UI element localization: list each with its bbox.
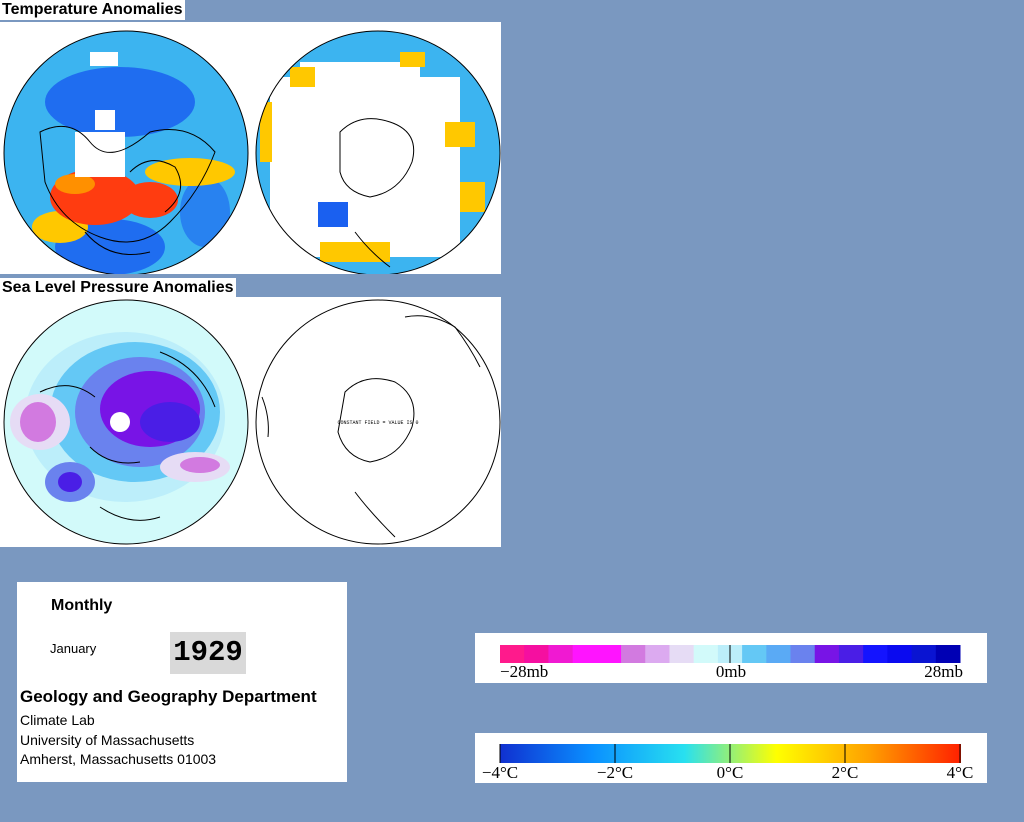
temperature-legend-label: 2°C (832, 763, 859, 782)
info-box: Monthly January 1929 Geology and Geograp… (17, 582, 347, 782)
lab-name: Climate Lab (20, 712, 95, 728)
temperature-legend: −4°C −2°C 0°C 2°C 4°C (475, 733, 987, 783)
pressure-title: Sea Level Pressure Anomalies (0, 278, 236, 298)
temperature-south-hemisphere-map (256, 31, 500, 274)
pressure-legend-swatch (911, 645, 937, 663)
pressure-legend-swatch (863, 645, 888, 663)
pressure-legend-swatch (693, 645, 719, 663)
temperature-legend-label: −2°C (597, 763, 633, 782)
pressure-legend-swatch (766, 645, 792, 663)
address-line: Amherst, Massachusetts 01003 (20, 751, 217, 767)
temperature-map-panel (0, 22, 501, 274)
pressure-map-panel: CONSTANT FIELD = VALUE IS 0 (0, 297, 501, 547)
temperature-legend-label: −4°C (482, 763, 518, 782)
pressure-legend: −28mb 0mb 28mb (475, 633, 987, 683)
temperature-legend-label: 4°C (947, 763, 974, 782)
period-label: Monthly (51, 597, 113, 614)
temperature-legend-label: 0°C (717, 763, 744, 782)
pressure-legend-swatch (669, 645, 695, 663)
pressure-legend-swatch (596, 645, 622, 663)
pressure-south-hemisphere-map: CONSTANT FIELD = VALUE IS 0 (255, 299, 501, 545)
temperature-title: Temperature Anomalies (0, 0, 185, 20)
year-display: 1929 (170, 632, 246, 674)
pressure-legend-swatch (572, 645, 598, 663)
pressure-legend-min-label: −28mb (500, 662, 548, 681)
pressure-legend-swatch (500, 645, 525, 663)
pressure-north-hemisphere-map (4, 300, 248, 544)
pressure-legend-swatch (935, 645, 961, 663)
temperature-north-hemisphere-map (4, 31, 248, 274)
pressure-legend-swatch (524, 645, 549, 663)
pressure-legend-swatch (548, 645, 574, 663)
pressure-legend-swatch (814, 645, 840, 663)
pressure-legend-swatch (742, 645, 767, 663)
pressure-legend-swatch (887, 645, 913, 663)
month-label: January (50, 641, 97, 656)
pressure-legend-swatch (621, 645, 646, 663)
university-name: University of Massachusetts (20, 732, 195, 748)
department-name: Geology and Geography Department (20, 687, 317, 706)
pressure-legend-swatch (790, 645, 816, 663)
pressure-legend-zero-label: 0mb (716, 662, 746, 681)
pressure-legend-swatch (838, 645, 864, 663)
pressure-legend-swatch (645, 645, 670, 663)
pressure-legend-max-label: 28mb (924, 662, 963, 681)
constant-field-annotation: CONSTANT FIELD = VALUE IS 0 (337, 420, 418, 426)
